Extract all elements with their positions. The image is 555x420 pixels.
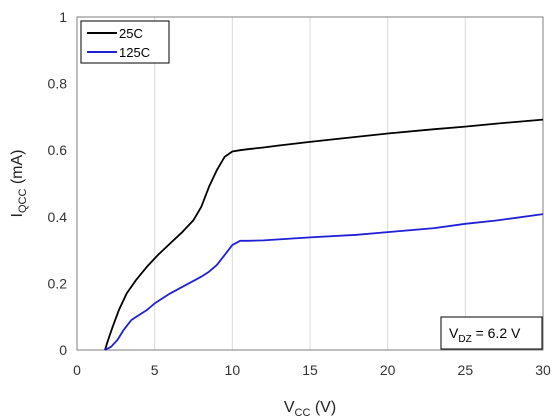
x-axis-title-subscript: CC xyxy=(295,407,311,419)
y-tick-label: 0 xyxy=(59,342,67,358)
x-tick-label: 5 xyxy=(151,362,159,378)
x-axis-title-main: V xyxy=(284,399,295,416)
y-tick-label: 0.2 xyxy=(48,275,68,291)
y-axis-title-subscript: QCC xyxy=(17,189,29,214)
annotation-rest: = 6.2 V xyxy=(472,325,521,341)
legend-label: 125C xyxy=(119,45,150,60)
series-line-25c xyxy=(104,118,544,351)
plot-area-frame xyxy=(76,16,544,351)
x-tick-labels: 0 5 10 15 20 25 30 xyxy=(73,362,551,378)
annotation-text: VDZ = 6.2 V xyxy=(449,325,521,345)
grid xyxy=(154,17,466,350)
x-axis-title-unit: (V) xyxy=(310,399,336,416)
legend-frame xyxy=(80,20,170,64)
y-tick-label: 0.6 xyxy=(48,142,68,158)
x-tick-label: 25 xyxy=(458,362,474,378)
x-tick-label: 10 xyxy=(225,362,241,378)
legend-label: 25C xyxy=(119,26,143,41)
y-tick-label: 0.8 xyxy=(48,76,68,92)
x-tick-label: 20 xyxy=(380,362,396,378)
annotation-main: V xyxy=(449,325,459,341)
x-axis-title: VCC (V) xyxy=(284,399,336,419)
x-tick-label: 30 xyxy=(535,362,551,378)
y-tick-label: 1 xyxy=(59,9,67,25)
legend: 25C 125C xyxy=(80,20,170,64)
annotation-subscript: DZ xyxy=(458,334,471,345)
y-tick-label: 0.4 xyxy=(48,209,68,225)
x-tick-label: 0 xyxy=(73,362,81,378)
annotation-frame xyxy=(440,316,543,350)
y-axis-title: IQCC (mA) xyxy=(9,149,29,217)
annotation-box: VDZ = 6.2 V xyxy=(440,316,543,350)
series-layer xyxy=(104,118,544,351)
y-tick-labels: 0 0.2 0.4 0.6 0.8 1 xyxy=(48,9,68,358)
series-line-125c xyxy=(104,213,544,351)
y-axis-title-main: I xyxy=(9,213,26,217)
x-tick-label: 15 xyxy=(302,362,318,378)
y-axis-title-unit: (mA) xyxy=(9,149,26,188)
